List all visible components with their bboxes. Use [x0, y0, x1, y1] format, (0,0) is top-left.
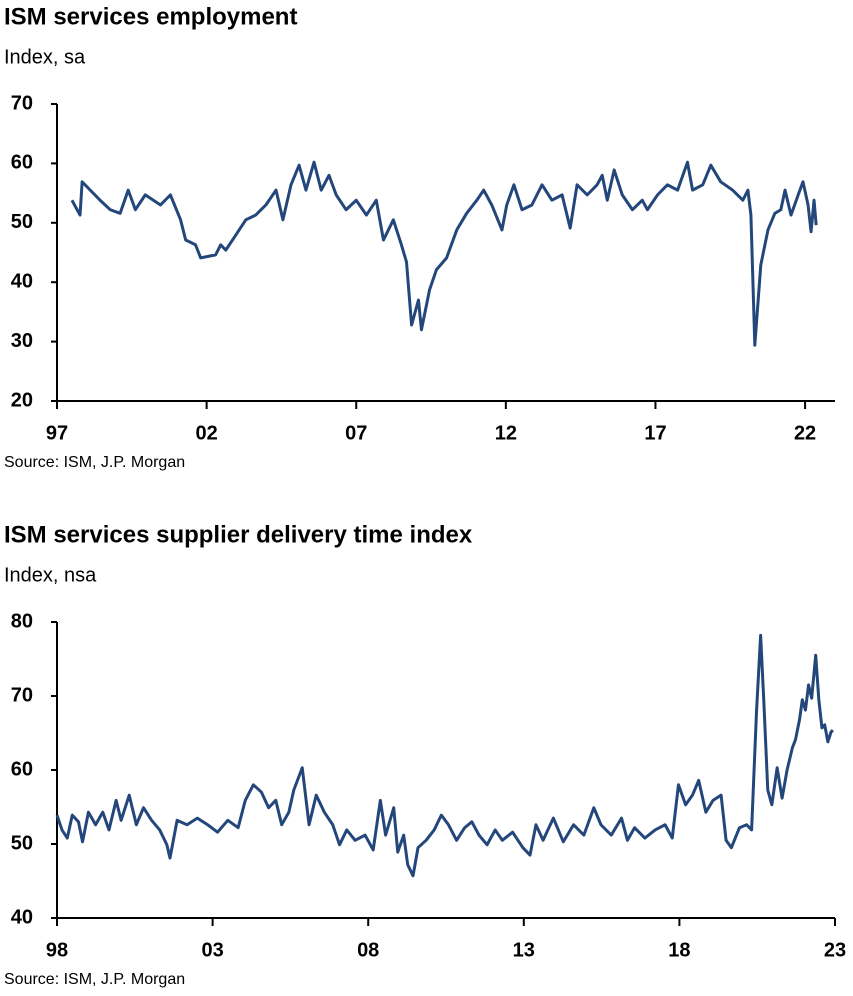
data-line [55, 633, 834, 878]
x-tick-label: 13 [513, 939, 535, 961]
x-tick-label: 98 [46, 939, 68, 961]
y-tick-label: 60 [11, 758, 33, 780]
y-tick-label: 70 [11, 92, 33, 114]
x-tick-label: 02 [195, 422, 217, 444]
x-tick-label: 03 [201, 939, 223, 961]
x-tick-label: 08 [357, 939, 379, 961]
x-tick-label: 97 [46, 422, 68, 444]
y-tick-label: 40 [11, 906, 33, 928]
x-tick-label: 17 [644, 422, 666, 444]
x-tick-label: 18 [668, 939, 690, 961]
x-tick-label: 12 [495, 422, 517, 444]
chart-subtitle: Index, sa [4, 46, 86, 68]
x-tick-label: 22 [794, 422, 816, 444]
y-tick-label: 50 [11, 211, 33, 233]
chart-title: ISM services supplier delivery time inde… [4, 521, 473, 548]
y-tick-label: 40 [11, 270, 33, 292]
source-note: Source: ISM, J.P. Morgan [4, 454, 185, 471]
y-tick-label: 70 [11, 684, 33, 706]
y-tick-label: 30 [11, 330, 33, 352]
x-tick-label: 23 [824, 939, 846, 961]
chart-title: ISM services employment [4, 3, 297, 30]
y-tick-label: 80 [11, 610, 33, 632]
y-tick-label: 60 [11, 152, 33, 174]
source-note: Source: ISM, J.P. Morgan [4, 971, 185, 988]
y-tick-label: 20 [11, 389, 33, 411]
data-line [70, 160, 818, 347]
x-tick-label: 07 [345, 422, 367, 444]
chart-subtitle: Index, nsa [4, 564, 97, 586]
y-tick-label: 50 [11, 832, 33, 854]
